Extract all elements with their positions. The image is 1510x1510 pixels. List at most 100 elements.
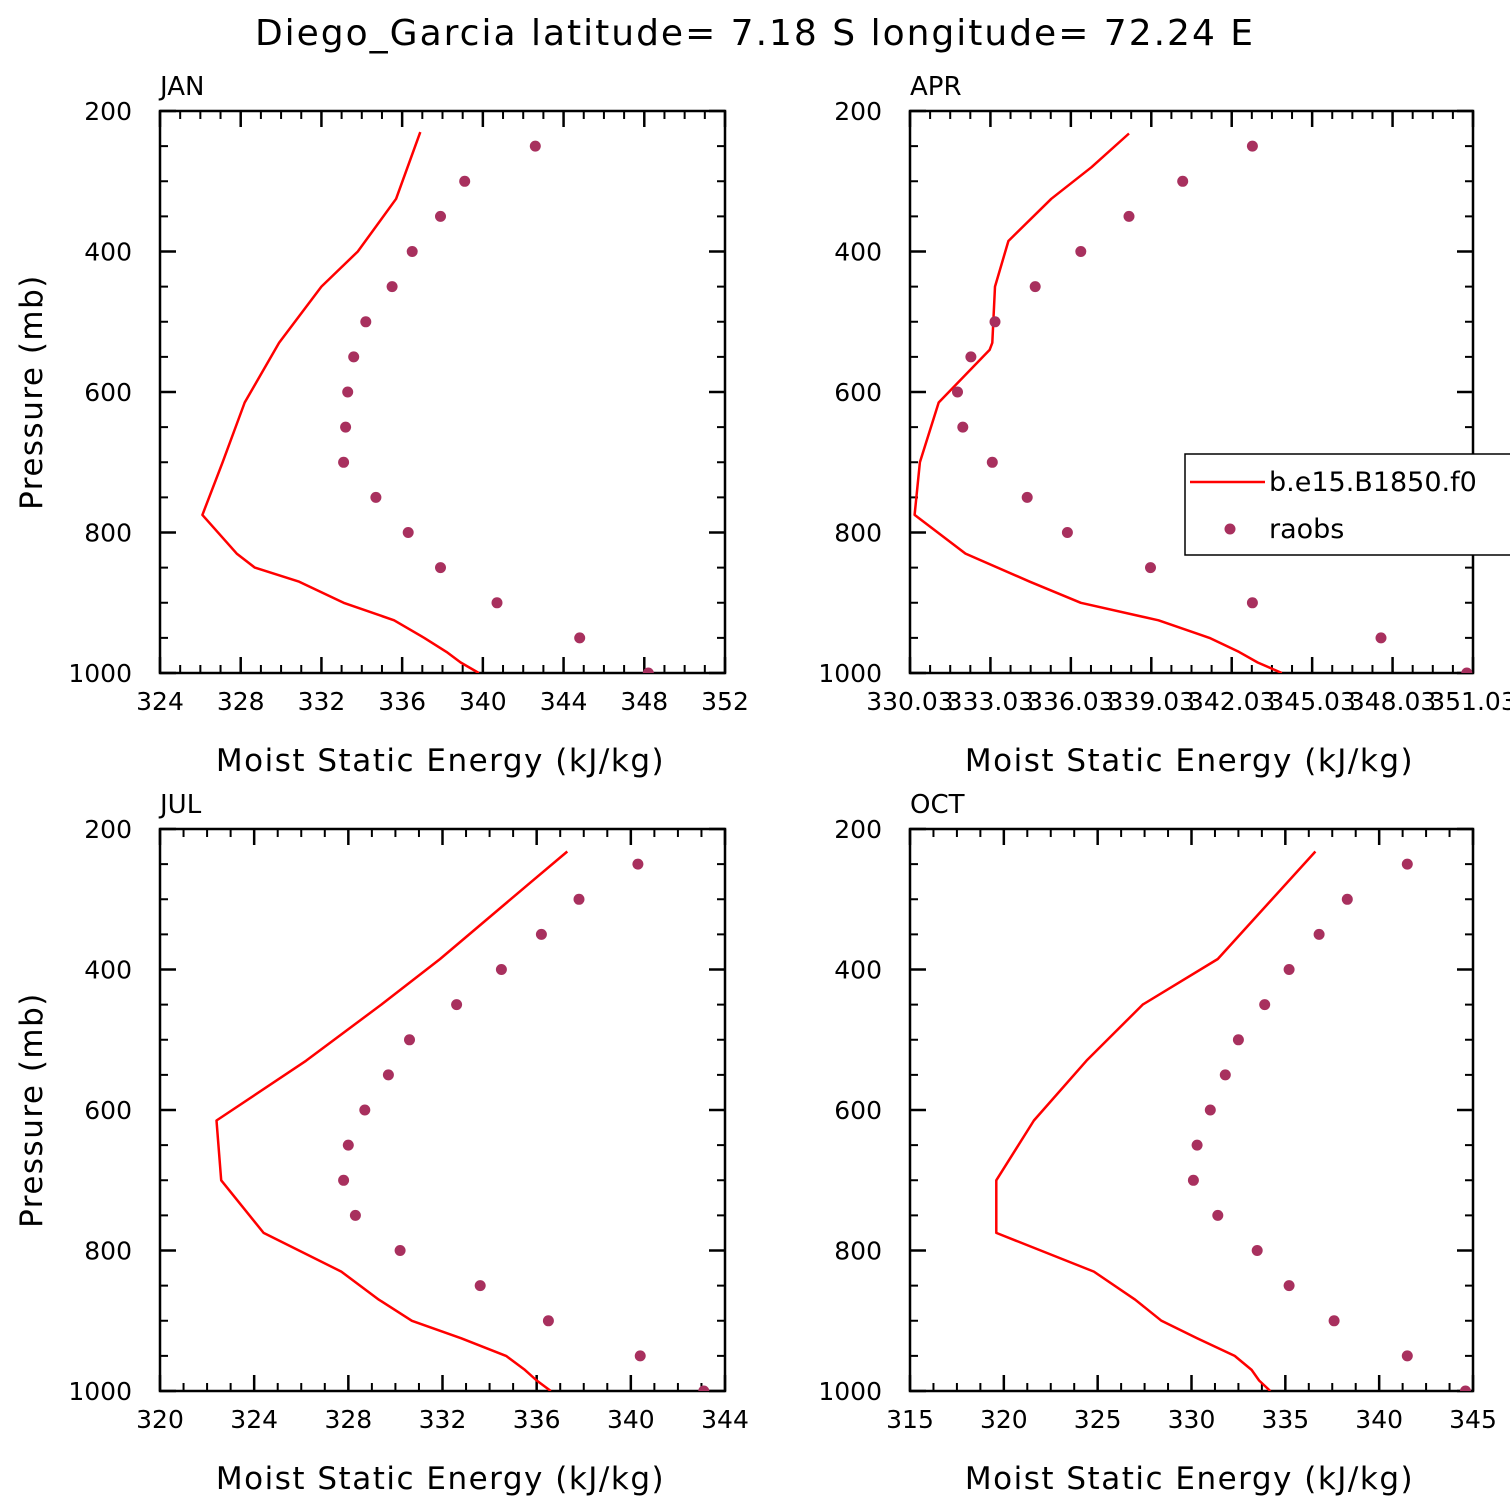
x-tick-label: 324: [230, 1405, 278, 1434]
raobs-point: [573, 893, 585, 905]
y-tick-label: 600: [834, 1096, 882, 1125]
raobs-point: [1075, 246, 1087, 257]
y-tick-label: 600: [84, 378, 132, 407]
raobs-point: [386, 281, 398, 293]
raobs-point: [1461, 667, 1473, 673]
plot-area: [201, 131, 654, 673]
raobs-point: [1145, 562, 1156, 574]
panel-label: JUL: [158, 790, 202, 820]
x-tick-label: 333.03: [947, 687, 1034, 716]
x-axis-label: Moist Static Energy (kJ/kg): [965, 1461, 1414, 1497]
raobs-point: [965, 351, 977, 363]
panel-oct: OCT 315 320 325 330 335 340 345 200 400 600 800 1000…: [818, 790, 1496, 1497]
plot-area: [215, 850, 710, 1391]
x-tick-label: 335: [1261, 1405, 1309, 1434]
x-tick-label: 351.03: [1429, 687, 1510, 716]
raobs-point: [574, 632, 586, 644]
plot-area: [913, 132, 1473, 673]
y-tick-label: 200: [834, 97, 882, 126]
plot-frame: [158, 109, 727, 675]
raobs-point: [1204, 1104, 1216, 1116]
raobs-point: [338, 456, 350, 468]
legend: b.e15.B1850.f0 raobs: [1184, 453, 1510, 556]
panel-label: APR: [910, 72, 962, 102]
y-axis-label: Pressure (mb): [14, 274, 50, 510]
y-tick-label: 200: [84, 815, 132, 844]
raobs-point: [349, 1209, 361, 1221]
raobs-point: [342, 386, 354, 398]
x-tick-label: 324: [136, 687, 184, 716]
raobs-point: [402, 527, 414, 538]
raobs-point: [1401, 1350, 1413, 1362]
x-tick-label: 330.03: [866, 687, 953, 716]
legend-label: b.e15.B1850.f0: [1269, 467, 1477, 498]
raobs-point: [495, 964, 507, 975]
x-tick-label: 332: [298, 687, 346, 716]
raobs-point: [529, 140, 541, 152]
x-tick-label: 330: [1168, 1405, 1216, 1434]
x-tick-label: 348: [620, 687, 668, 716]
raobs-point: [491, 597, 503, 609]
raobs-point: [952, 386, 963, 398]
panel-jul: JUL 320 324 328 332 336 340 344 200 400 600 800 1000…: [14, 790, 749, 1497]
y-tick-label: 400: [84, 238, 132, 267]
x-tick-label: 336: [378, 687, 426, 716]
model-profile-line: [995, 850, 1317, 1391]
raobs-point: [1021, 491, 1033, 503]
raobs-point: [1328, 1315, 1340, 1327]
y-tick-label: 600: [84, 1096, 132, 1125]
x-tick-label: 320: [136, 1405, 184, 1434]
x-tick-label: 340: [1355, 1405, 1403, 1434]
raobs-point: [435, 210, 446, 222]
x-tick-label: 315: [886, 1405, 934, 1434]
x-tick-label: 320: [980, 1405, 1028, 1434]
y-tick-label: 800: [84, 1237, 132, 1266]
panel-jan: JAN 324 328 332 336 340 344 348 352 200 400 600 800 1…: [14, 72, 749, 779]
y-tick-label: 400: [834, 956, 882, 985]
raobs-point: [989, 316, 1001, 328]
panel-label: OCT: [910, 790, 965, 820]
raobs-point: [1187, 1174, 1199, 1186]
x-axis-label: Moist Static Energy (kJ/kg): [965, 743, 1414, 779]
raobs-point: [1061, 527, 1073, 538]
x-tick-label: 342.03: [1188, 687, 1275, 716]
raobs-point: [370, 491, 382, 503]
raobs-point: [1460, 1385, 1471, 1391]
x-tick-label: 332: [419, 1405, 467, 1434]
y-axis-label: Pressure (mb): [14, 992, 50, 1228]
raobs-point: [535, 928, 547, 940]
raobs-point: [1375, 632, 1387, 644]
raobs-point: [340, 421, 352, 433]
raobs-point: [451, 999, 463, 1011]
raobs-point: [1283, 964, 1295, 975]
model-profile-line: [215, 850, 569, 1391]
legend-marker-swatch: [1224, 523, 1236, 535]
raobs-point: [1232, 1034, 1244, 1046]
x-tick-label: 344: [540, 687, 588, 716]
x-tick-label: 328: [324, 1405, 372, 1434]
model-profile-line: [913, 132, 1283, 673]
legend-label: raobs: [1269, 514, 1344, 545]
y-tick-label: 400: [834, 238, 882, 267]
x-tick-label: 344: [701, 1405, 749, 1434]
raobs-point: [1313, 928, 1325, 940]
x-tick-label: 340: [459, 687, 507, 716]
x-tick-label: 328: [217, 687, 265, 716]
raobs-point: [698, 1385, 710, 1391]
x-tick-label: 345: [1449, 1405, 1497, 1434]
raobs-point: [1191, 1139, 1203, 1151]
raobs-point: [459, 175, 471, 187]
raobs-point: [394, 1245, 406, 1256]
raobs-point: [435, 562, 446, 574]
raobs-point: [957, 421, 969, 433]
figure-title: Diego_Garcia latitude= 7.18 S longitude=…: [255, 13, 1255, 54]
x-tick-label: 339.03: [1108, 687, 1195, 716]
y-tick-label: 1000: [68, 659, 132, 688]
raobs-point: [1029, 281, 1041, 293]
x-axis-label: Moist Static Energy (kJ/kg): [216, 743, 665, 779]
raobs-point: [1123, 210, 1135, 222]
raobs-point: [474, 1280, 486, 1292]
raobs-point: [360, 316, 372, 328]
raobs-point: [1259, 999, 1271, 1011]
